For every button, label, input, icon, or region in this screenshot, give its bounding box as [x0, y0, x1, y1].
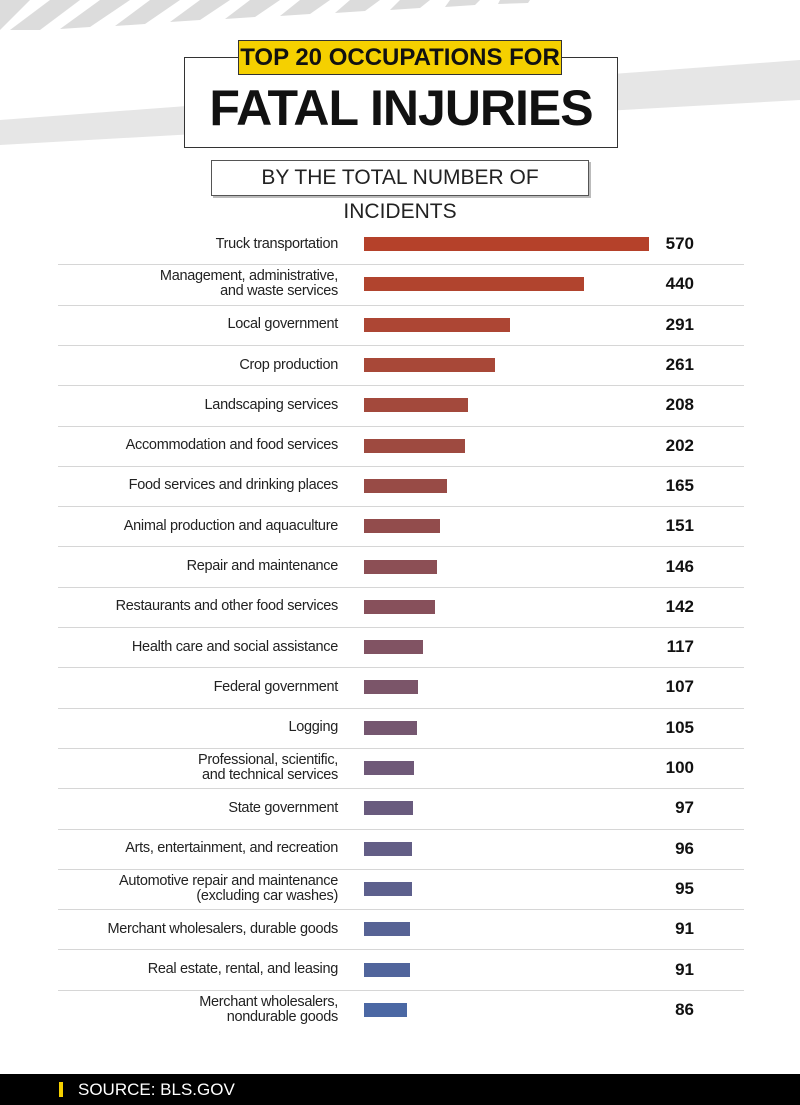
bar — [364, 237, 649, 252]
bar — [364, 478, 447, 493]
bar — [364, 761, 414, 776]
row-divider — [58, 264, 744, 266]
value-label: 96 — [675, 838, 694, 858]
bar — [364, 317, 510, 332]
value-label: 570 — [665, 234, 694, 254]
category-label: Repair and maintenance — [186, 558, 339, 575]
value-label: 107 — [665, 677, 694, 697]
bar — [364, 438, 465, 453]
category-label: Merchant wholesalers, nondurable goods — [199, 993, 338, 1025]
value-label: 146 — [665, 556, 694, 576]
row-divider — [58, 989, 744, 991]
value-label: 100 — [665, 758, 694, 778]
category-label: Restaurants and other food services — [115, 598, 339, 615]
value-label: 151 — [665, 516, 694, 536]
value-label: 91 — [675, 919, 694, 939]
row-divider — [58, 868, 744, 870]
row-divider — [58, 344, 744, 346]
category-label: State government — [228, 799, 338, 816]
row-divider — [58, 425, 744, 427]
row-divider — [58, 385, 744, 387]
category-label: Management, administrative, and waste se… — [159, 268, 338, 300]
value-label: 165 — [665, 475, 694, 495]
row-divider — [58, 667, 744, 669]
row-divider — [58, 627, 744, 628]
bar — [364, 881, 412, 896]
bar — [364, 1002, 407, 1017]
category-label: Professional, scientific, and technical … — [198, 752, 338, 784]
bar — [364, 277, 584, 292]
row-divider — [58, 304, 744, 306]
bar — [364, 922, 410, 937]
category-label: Merchant wholesalers, durable goods — [107, 920, 339, 937]
title-line1: TOP 20 OCCUPATIONS FOR — [238, 40, 562, 75]
value-label: 117 — [666, 637, 694, 657]
value-label: 95 — [675, 878, 694, 898]
category-label: Arts, entertainment, and recreation — [125, 840, 338, 857]
bar — [364, 680, 418, 695]
value-label: 202 — [665, 435, 694, 455]
category-label: Food services and drinking places — [128, 477, 339, 494]
footer-accent — [59, 1082, 63, 1097]
bar — [364, 398, 468, 413]
bar — [364, 358, 495, 373]
value-label: 105 — [665, 717, 694, 737]
category-label: Truck transportation — [215, 235, 339, 252]
bar — [364, 640, 423, 655]
source: SOURCE: BLS.GOV — [78, 1080, 235, 1099]
value-label: 91 — [675, 959, 694, 979]
value-label: 261 — [665, 355, 694, 375]
value-label: 208 — [665, 395, 694, 415]
row-divider — [58, 707, 744, 709]
value-label: 440 — [665, 274, 694, 294]
bar — [364, 599, 435, 614]
category-label: Health care and social assistance — [131, 638, 338, 655]
row-divider — [58, 747, 744, 749]
footer — [0, 1074, 800, 1105]
row-divider — [58, 828, 744, 830]
category-label: Federal government — [213, 678, 339, 695]
value-label: 86 — [675, 999, 694, 1019]
category-label: Local government — [227, 316, 339, 333]
bar — [364, 559, 437, 574]
title-line2: FATAL INJURIES — [209, 80, 593, 136]
value-label: 142 — [665, 596, 694, 616]
row-divider — [58, 506, 744, 508]
row-divider — [58, 546, 744, 548]
category-label: Automotive repair and maintenance (exclu… — [118, 872, 338, 904]
category-label: Real estate, rental, and leasing — [147, 961, 339, 978]
value-label: 291 — [665, 314, 694, 334]
row-divider — [58, 586, 744, 588]
row-divider — [58, 949, 744, 951]
row-divider — [58, 909, 744, 911]
bar — [364, 962, 410, 977]
category-label: Crop production — [239, 356, 338, 373]
bar — [364, 841, 412, 856]
category-label: Landscaping services — [204, 396, 339, 413]
category-label: Accommodation and food services — [125, 437, 339, 454]
bar — [364, 801, 413, 816]
category-label: Logging — [288, 719, 338, 736]
category-label: Animal production and aquaculture — [123, 517, 339, 534]
subtitle: BY THE TOTAL NUMBER OF INCIDENTS — [211, 160, 589, 223]
row-divider — [58, 465, 744, 467]
chart-area: Truck transportation 570 Management, admin… — [58, 234, 744, 1025]
bar — [364, 720, 417, 735]
bar — [364, 519, 440, 534]
value-label: 97 — [675, 798, 694, 818]
hazard-stripes — [0, 0, 530, 30]
row-divider — [58, 788, 744, 790]
